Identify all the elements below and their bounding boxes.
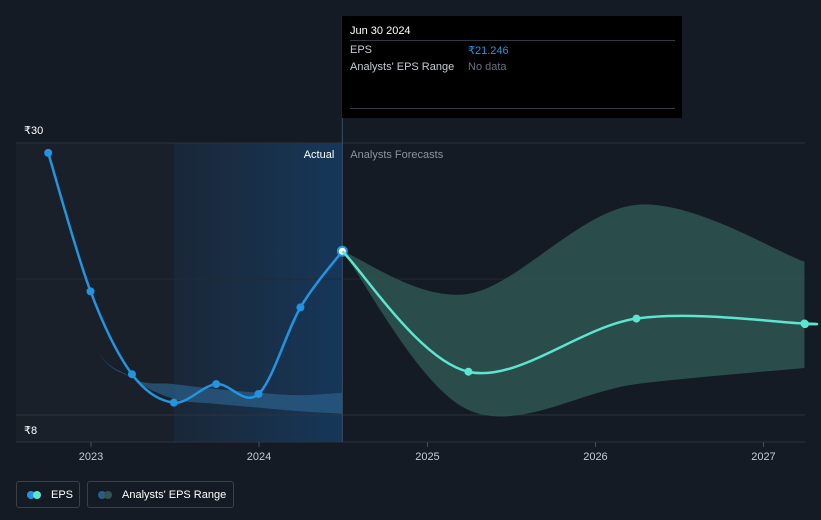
eps-point [86, 287, 95, 296]
legend-range-label: Analysts' EPS Range [122, 488, 227, 501]
tooltip-eps-value: ₹21.246 [468, 45, 509, 57]
legend-range-swatch [98, 490, 114, 499]
legend-eps-range[interactable]: Analysts' EPS Range [87, 481, 234, 508]
eps-range-band-forecast [342, 204, 805, 417]
eps-forecast-point [464, 367, 473, 376]
eps-point [212, 380, 221, 389]
eps-forecast-point [801, 320, 809, 329]
eps-forecast-point [632, 314, 641, 323]
tooltip-range-value: No data [468, 61, 507, 73]
eps-point [127, 370, 136, 379]
legend-eps-swatch [27, 490, 43, 499]
tooltip: Jun 30 2024 EPS ₹21.246 Analysts' EPS Ra… [342, 16, 682, 118]
legend-eps-label: EPS [51, 488, 74, 501]
x-tick-label: 2023 [79, 451, 103, 463]
eps-line [46, 152, 344, 404]
eps-point [169, 398, 178, 407]
tooltip-divider [350, 108, 675, 109]
tooltip-eps-label: EPS [350, 44, 373, 56]
legend-eps[interactable]: EPS [16, 481, 80, 508]
tooltip-eps-row: EPS ₹21.246 [350, 40, 675, 59]
eps-point [296, 303, 305, 312]
eps-point [44, 148, 53, 157]
eps-point [254, 389, 263, 398]
forecast-label: Analysts Forecasts [350, 149, 443, 161]
actual-label: Actual [304, 149, 335, 161]
x-tick-label: 2027 [751, 451, 775, 463]
y-tick-label: ₹30 [24, 125, 43, 137]
x-tick-label: 2025 [415, 451, 439, 463]
y-tick-label: ₹8 [24, 425, 37, 437]
tooltip-date: Jun 30 2024 [350, 25, 411, 37]
tooltip-range-label: Analysts' EPS Range [350, 61, 455, 73]
tooltip-range-row: Analysts' EPS Range No data [350, 58, 675, 76]
x-tick-label: 2024 [247, 451, 271, 463]
x-tick-label: 2026 [583, 451, 607, 463]
